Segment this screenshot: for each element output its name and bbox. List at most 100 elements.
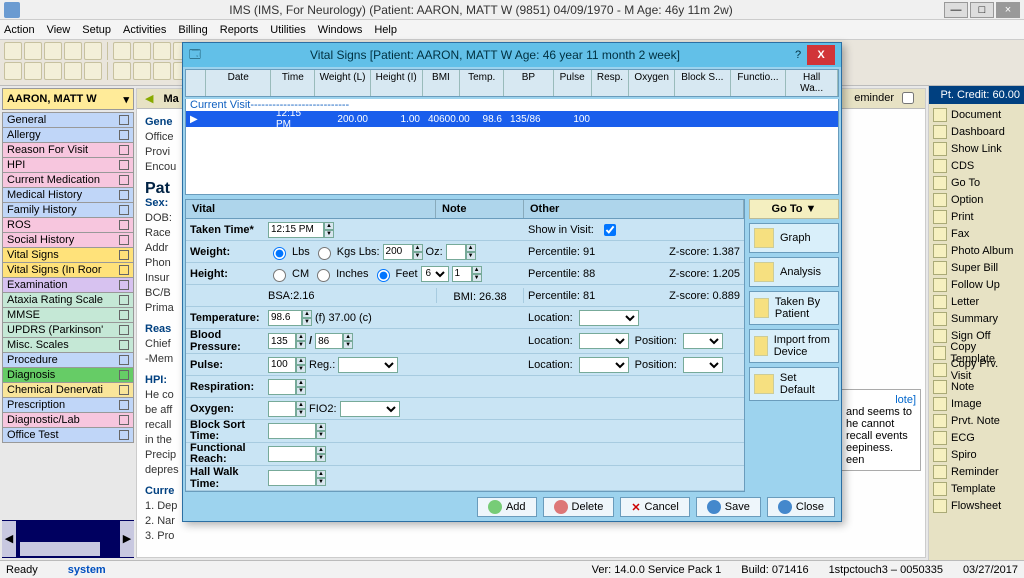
show-in-visit-checkbox[interactable] [604, 224, 616, 236]
toolbar-icon[interactable] [153, 62, 171, 80]
toolbar-icon[interactable] [64, 42, 82, 60]
functional-reach-input[interactable] [268, 446, 316, 462]
graph-button[interactable]: Graph [749, 223, 839, 253]
menu-view[interactable]: View [47, 24, 71, 36]
grid-col[interactable]: BMI [423, 70, 461, 96]
nav-item[interactable]: ROS [2, 217, 134, 233]
minimize-button[interactable]: — [944, 2, 968, 18]
grid-col[interactable]: Block S... [675, 70, 731, 96]
nav-item[interactable]: Family History [2, 202, 134, 218]
height-cm-radio[interactable] [273, 269, 286, 282]
right-menu-item[interactable]: Template [931, 480, 1022, 497]
visit-row-selected[interactable]: ▶ 12:15 PM 200.00 1.00 40600.00 98.6 135… [186, 111, 838, 127]
menu-setup[interactable]: Setup [82, 24, 111, 36]
grid-col[interactable]: Hall Wa... [786, 70, 838, 96]
analysis-button[interactable]: Analysis [749, 257, 839, 287]
grid-col[interactable]: Height (I) [371, 70, 423, 96]
thumbnail-scroller[interactable]: ◀ ▶ [2, 520, 134, 558]
grid-col[interactable]: Time [271, 70, 315, 96]
nav-item[interactable]: Diagnostic/Lab [2, 412, 134, 428]
grid-col[interactable] [186, 70, 206, 96]
add-button[interactable]: Add [477, 497, 537, 517]
menu-reports[interactable]: Reports [220, 24, 259, 36]
bp-dia-input[interactable] [315, 333, 343, 349]
toolbar-icon[interactable] [4, 62, 22, 80]
right-menu-item[interactable]: Document [931, 106, 1022, 123]
right-menu-item[interactable]: Fax [931, 225, 1022, 242]
dialog-close-button[interactable]: X [807, 45, 835, 65]
menu-billing[interactable]: Billing [178, 24, 207, 36]
menu-help[interactable]: Help [374, 24, 397, 36]
menu-action[interactable]: Action [4, 24, 35, 36]
pulse-location-select[interactable] [579, 357, 629, 373]
weight-lbs-input[interactable] [383, 244, 413, 260]
nav-item[interactable]: General [2, 112, 134, 128]
pulse-reg-select[interactable] [338, 357, 398, 373]
toolbar-icon[interactable] [133, 62, 151, 80]
right-menu-item[interactable]: Option [931, 191, 1022, 208]
right-menu-item[interactable]: Super Bill [931, 259, 1022, 276]
bp-location-select[interactable] [579, 333, 629, 349]
bp-sys-input[interactable] [268, 333, 296, 349]
right-menu-item[interactable]: Image [931, 395, 1022, 412]
toolbar-icon[interactable] [24, 42, 42, 60]
height-ft-radio[interactable] [377, 269, 390, 282]
height-in-radio[interactable] [317, 269, 330, 282]
right-menu-item[interactable]: ECG [931, 429, 1022, 446]
toolbar-icon[interactable] [113, 42, 131, 60]
nav-item[interactable]: Reason For Visit [2, 142, 134, 158]
weight-lbs-radio[interactable] [273, 247, 286, 260]
menu-activities[interactable]: Activities [123, 24, 166, 36]
right-menu-item[interactable]: Go To [931, 174, 1022, 191]
nav-item[interactable]: Current Medication [2, 172, 134, 188]
nav-item[interactable]: Vital Signs [2, 247, 134, 263]
import-device-button[interactable]: Import from Device [749, 329, 839, 363]
goto-button[interactable]: Go To ▼ [749, 199, 839, 219]
delete-button[interactable]: Delete [543, 497, 615, 517]
toolbar-icon[interactable] [153, 42, 171, 60]
nav-item[interactable]: MMSE [2, 307, 134, 323]
visits-grid[interactable]: Current Visit---------------------------… [185, 99, 839, 195]
weight-kgs-radio[interactable] [318, 247, 331, 260]
grid-col[interactable]: Date [206, 70, 272, 96]
set-default-button[interactable]: Set Default [749, 367, 839, 401]
close-dialog-button[interactable]: Close [767, 497, 835, 517]
right-menu-item[interactable]: Letter [931, 293, 1022, 310]
save-button[interactable]: Save [696, 497, 761, 517]
right-menu-item[interactable]: Flowsheet [931, 497, 1022, 514]
nav-item[interactable]: Medical History [2, 187, 134, 203]
fio2-select[interactable] [340, 401, 400, 417]
grid-col[interactable]: BP [504, 70, 554, 96]
right-menu-item[interactable]: Show Link [931, 140, 1022, 157]
toolbar-icon[interactable] [4, 42, 22, 60]
reminder-checkbox[interactable] [902, 92, 914, 104]
nav-item[interactable]: Social History [2, 232, 134, 248]
grid-col[interactable]: Pulse [554, 70, 592, 96]
pulse-position-select[interactable] [683, 357, 723, 373]
nav-item[interactable]: Office Test [2, 427, 134, 443]
cancel-button[interactable]: ✕Cancel [620, 497, 689, 517]
toolbar-icon[interactable] [84, 62, 102, 80]
toolbar-icon[interactable] [64, 62, 82, 80]
dialog-help-button[interactable]: ? [789, 49, 807, 61]
right-menu-item[interactable]: Prvt. Note [931, 412, 1022, 429]
right-menu-item[interactable]: CDS [931, 157, 1022, 174]
toolbar-icon[interactable] [44, 62, 62, 80]
right-menu-item[interactable]: Print [931, 208, 1022, 225]
toolbar-icon[interactable] [113, 62, 131, 80]
right-menu-item[interactable]: Follow Up [931, 276, 1022, 293]
block-sort-input[interactable] [268, 423, 316, 439]
right-menu-item[interactable]: Summary [931, 310, 1022, 327]
nav-item[interactable]: HPI [2, 157, 134, 173]
toolbar-icon[interactable] [44, 42, 62, 60]
toolbar-icon[interactable] [24, 62, 42, 80]
nav-item[interactable]: UPDRS (Parkinson' [2, 322, 134, 338]
menu-utilities[interactable]: Utilities [270, 24, 305, 36]
weight-oz-input[interactable] [446, 244, 466, 260]
menu-windows[interactable]: Windows [318, 24, 363, 36]
nav-item[interactable]: Procedure [2, 352, 134, 368]
grid-col[interactable]: Oxygen [629, 70, 675, 96]
toolbar-icon[interactable] [133, 42, 151, 60]
grid-col[interactable]: Functio... [731, 70, 787, 96]
tab-ma[interactable]: Ma [163, 93, 178, 105]
